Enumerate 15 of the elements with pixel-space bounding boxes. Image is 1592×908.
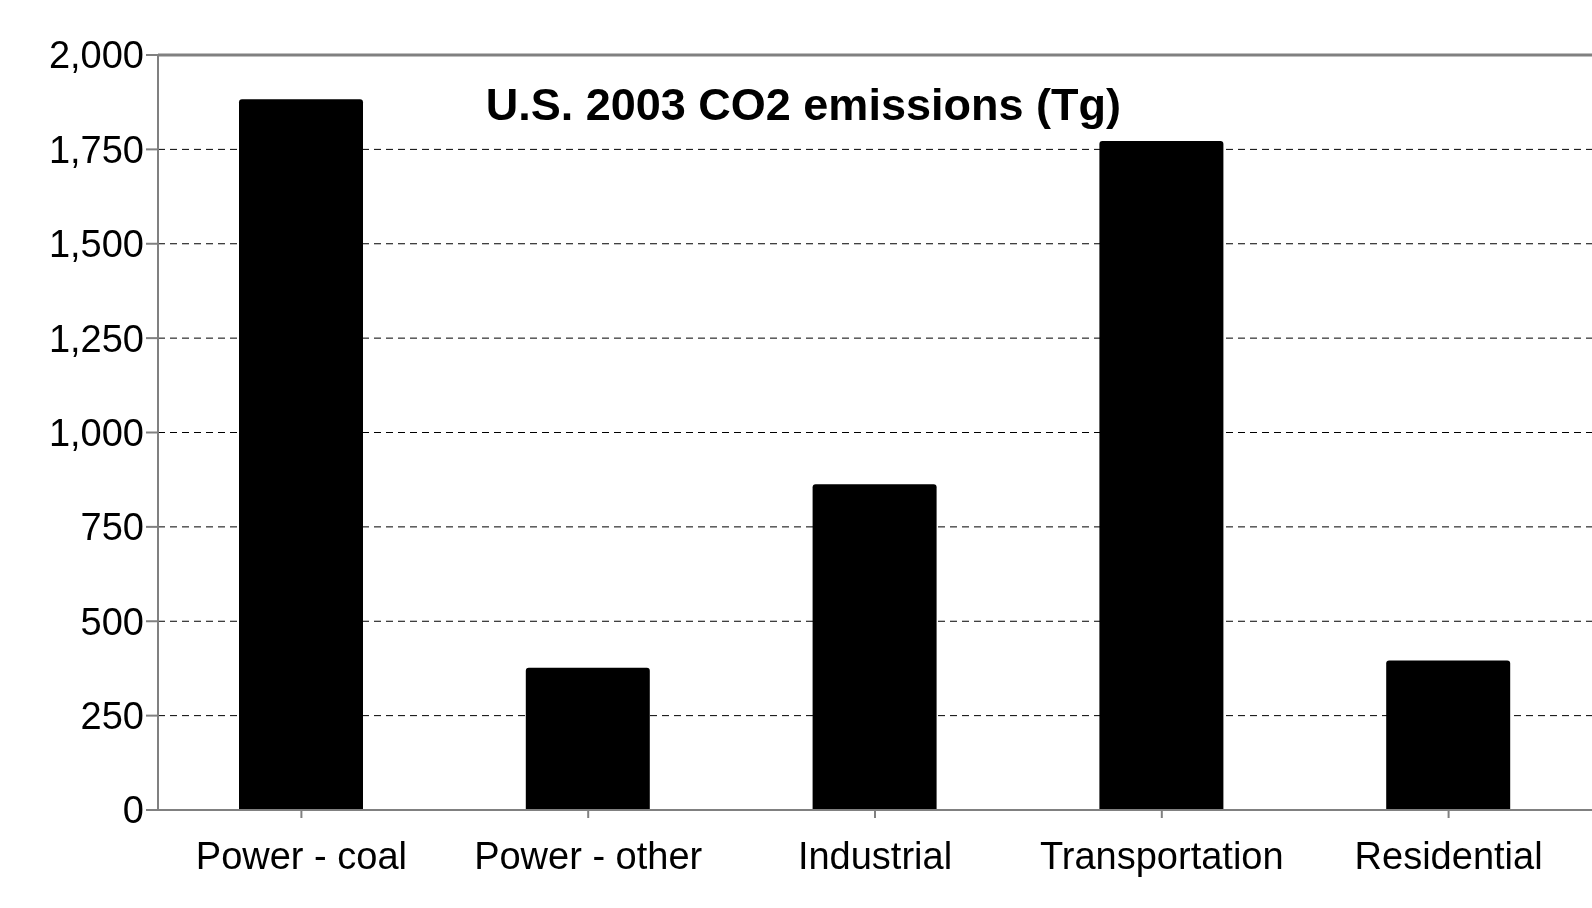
y-tick-label: 1,000 xyxy=(48,411,144,454)
x-tick-label: Power - coal xyxy=(195,834,407,877)
x-tick-label: Residential xyxy=(1354,834,1543,877)
x-tick-label: Transportation xyxy=(1040,834,1284,877)
x-tick-label: Industrial xyxy=(797,834,953,877)
y-tick-label: 0 xyxy=(122,789,144,832)
y-tick-label: 750 xyxy=(80,506,144,549)
y-tick-label: 250 xyxy=(80,695,144,738)
text: U.S. 2003 CO2 emissions (Tg) xyxy=(485,79,1121,130)
x-tick-label: Power - other xyxy=(474,834,703,877)
y-tick-label: 1,750 xyxy=(48,128,144,171)
y-tick-label: 1,250 xyxy=(48,317,144,360)
y-tick-label: 2,000 xyxy=(48,34,144,77)
y-tick-label: 1,500 xyxy=(48,223,144,266)
y-tick-label: 500 xyxy=(80,600,144,643)
